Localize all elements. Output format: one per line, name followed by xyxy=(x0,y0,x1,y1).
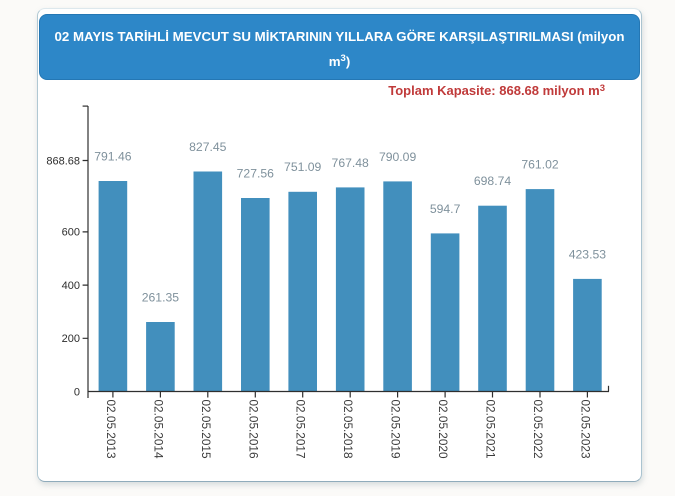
svg-text:594.7: 594.7 xyxy=(430,202,461,216)
svg-text:0: 0 xyxy=(74,386,80,398)
svg-text:761.02: 761.02 xyxy=(521,158,558,172)
svg-text:261.35: 261.35 xyxy=(142,290,179,304)
svg-text:02.05.2023: 02.05.2023 xyxy=(578,400,592,459)
svg-text:02.05.2013: 02.05.2013 xyxy=(104,400,118,459)
svg-text:600: 600 xyxy=(62,227,80,239)
svg-text:400: 400 xyxy=(62,280,80,292)
svg-text:791.46: 791.46 xyxy=(94,149,131,163)
svg-text:02.05.2020: 02.05.2020 xyxy=(436,400,450,459)
svg-text:02.05.2019: 02.05.2019 xyxy=(389,400,403,459)
svg-text:790.09: 790.09 xyxy=(379,150,416,164)
svg-text:868.68: 868.68 xyxy=(46,155,80,167)
svg-text:751.09: 751.09 xyxy=(284,160,321,174)
svg-text:02.05.2021: 02.05.2021 xyxy=(484,400,498,459)
svg-text:200: 200 xyxy=(62,333,80,345)
svg-text:02.05.2018: 02.05.2018 xyxy=(341,400,355,459)
svg-text:02.05.2014: 02.05.2014 xyxy=(151,400,165,459)
svg-text:02.05.2022: 02.05.2022 xyxy=(531,400,545,459)
svg-text:698.74: 698.74 xyxy=(474,174,511,188)
svg-text:02.05.2016: 02.05.2016 xyxy=(246,400,260,459)
svg-text:827.45: 827.45 xyxy=(189,140,226,154)
svg-text:02.05.2017: 02.05.2017 xyxy=(294,400,308,459)
svg-text:727.56: 727.56 xyxy=(237,166,274,180)
svg-text:423.53: 423.53 xyxy=(569,247,606,261)
svg-text:767.48: 767.48 xyxy=(332,156,369,170)
svg-text:02.05.2015: 02.05.2015 xyxy=(199,400,213,459)
